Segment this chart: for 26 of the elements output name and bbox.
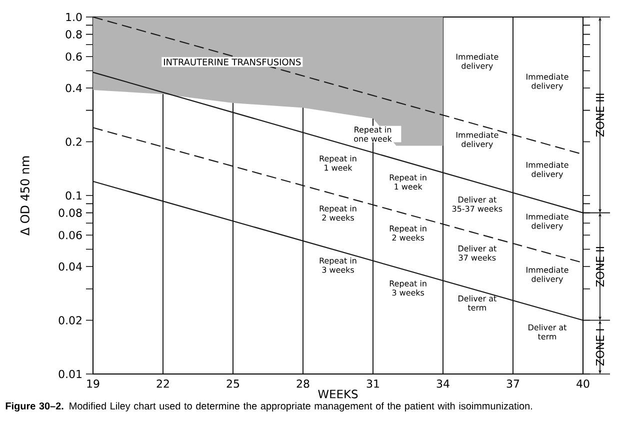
y-tick-label: 0.8 [66,30,82,38]
x-tick-label: 28 [296,380,310,388]
y-tick-label: 0.01 [58,370,82,378]
y-tick-label: 0.2 [66,138,82,146]
y-tick-label: 0.4 [66,84,82,92]
y-tick-label: 0.06 [58,230,82,240]
x-tick-label: 31 [366,380,379,388]
x-tick-label: 37 [506,380,520,388]
text: ZONE II [596,247,604,287]
y-tick-label: 0.1 [66,191,82,200]
x-tick-label: 40 [576,380,590,388]
y-tick-label: 0.04 [58,262,82,271]
y-tick-label: 0.6 [66,52,82,61]
text: ZONE I [596,329,604,366]
y-axis-title: Δ OD 450 nm [20,156,30,236]
x-tick-label: 34 [436,380,450,388]
text: Figure 30–2. Modified Liley chart used to determine the appropriate management of the patient with isoimmunization. [6,402,532,412]
y-tick-label: 0.02 [58,316,82,324]
x-tick-label: 25 [226,380,240,388]
annotation: INTRAUTERINE TRANSFUSIONS [164,58,301,66]
x-tick-label: 19 [87,380,100,388]
x-axis-title: WEEKS [318,390,358,398]
y-tick-label: 0.08 [58,208,82,217]
x-tick-label: 22 [156,380,169,388]
text: ZONE III [596,94,604,137]
y-tick-label: 1.0 [66,12,82,22]
